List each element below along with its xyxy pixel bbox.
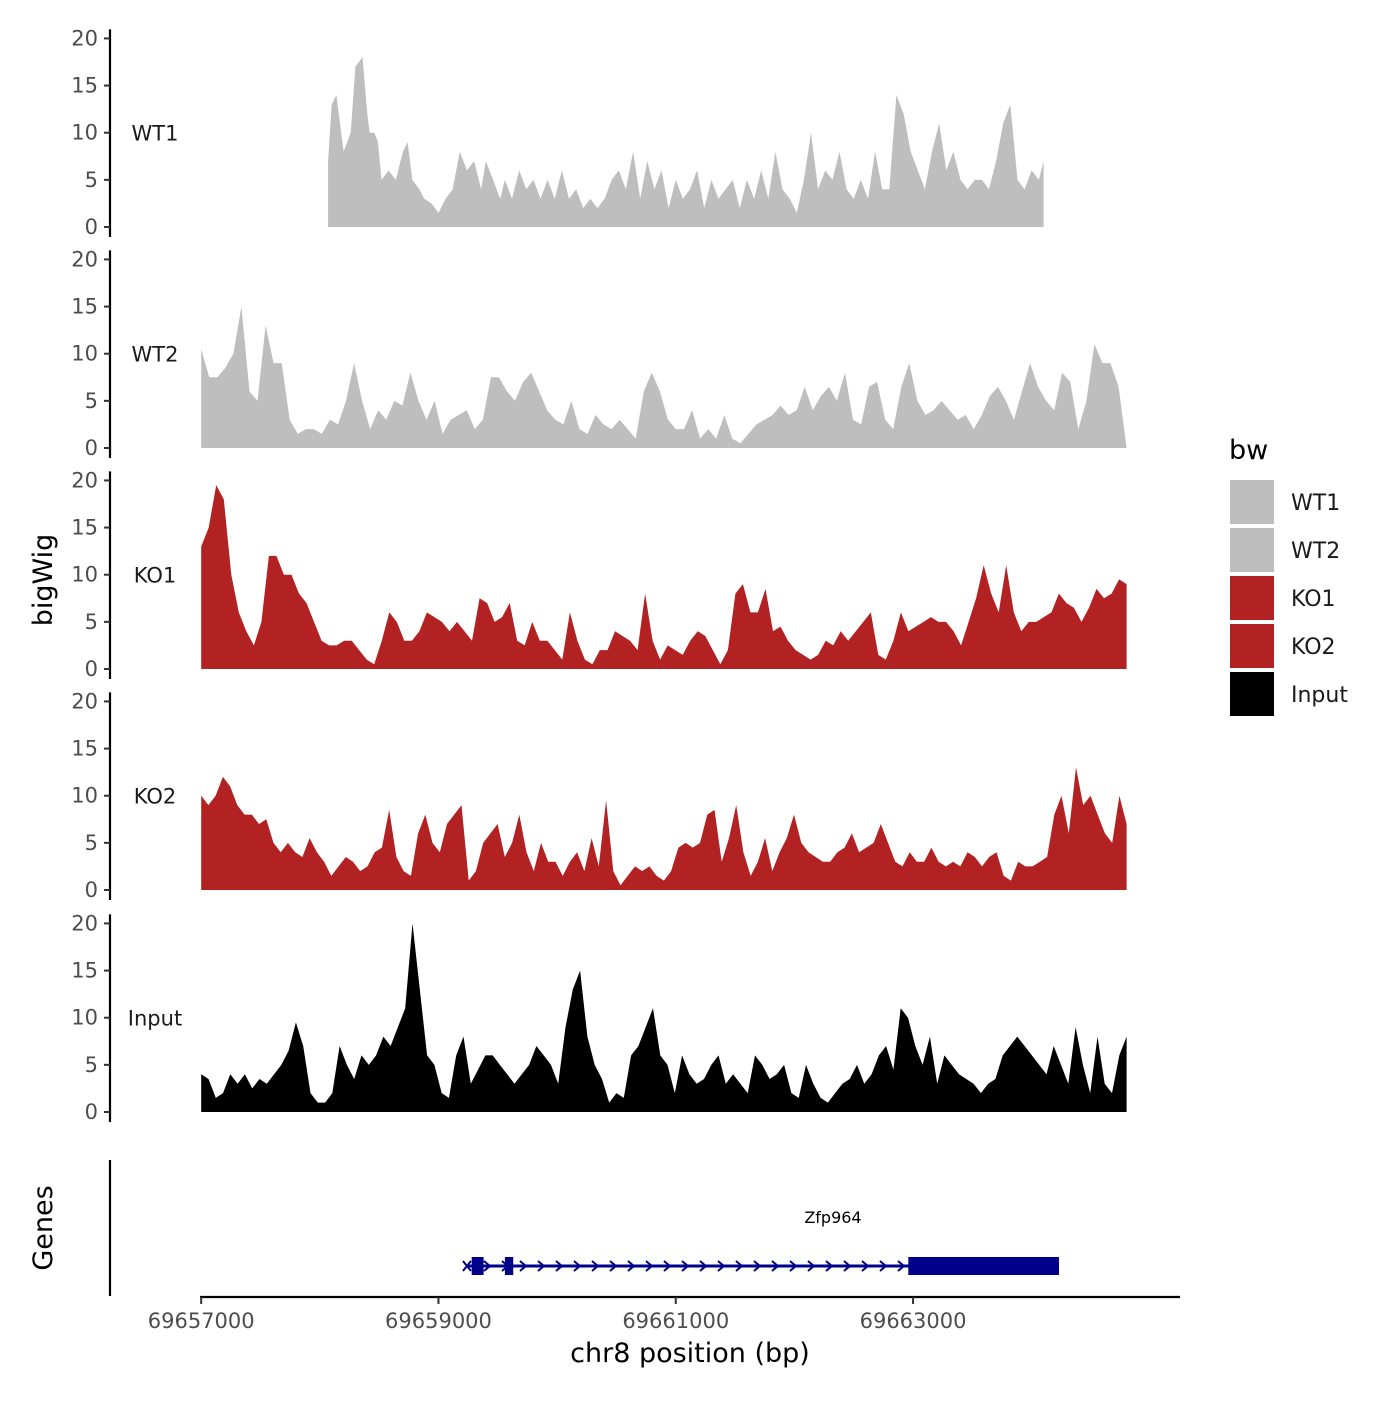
y-tick-label: 15 [71,295,98,319]
strand-arrow-icon [807,1260,816,1272]
legend-label-ko1: KO1 [1291,587,1336,612]
gene-start-marker [462,1260,472,1272]
strand-arrow-icon [591,1260,600,1272]
track-ko1: 0 5 10 15 20 KO1 [71,468,1127,681]
y-tick-label: 5 [85,1053,98,1077]
y-tick-label: 0 [85,657,98,681]
series-area-ko1 [201,485,1127,669]
strand-arrow-icon [753,1260,762,1272]
y-tick-label: 20 [71,911,98,935]
strand-arrow-icon [573,1260,582,1272]
legend-swatch-input [1228,670,1276,718]
legend-label-input: Input [1291,683,1348,708]
gene-exon [471,1257,484,1275]
gene-exon [908,1257,1059,1275]
legend-swatch-wt2 [1228,526,1276,574]
y-tick-label: 20 [71,247,98,271]
strand-arrow-icon [897,1260,906,1272]
y-tick-label: 5 [85,831,98,855]
tracks-layer: 0 5 10 15 20 WT1 0 5 10 15 20 WT2 0 5 10 15 20 KO1 0 5 10 15 2… [71,26,1127,1124]
track-ko2: 0 5 10 15 20 KO2 [71,689,1127,902]
strand-arrow-icon [735,1260,744,1272]
y-tick-label: 10 [71,342,98,366]
series-area-ko2 [201,767,1127,890]
y-tick-label: 0 [85,436,98,460]
track-wt2: 0 5 10 15 20 WT2 [71,247,1127,460]
y-tick-label: 15 [71,516,98,540]
y-tick-label: 10 [71,121,98,145]
y-axis-title: bigWig [28,534,59,627]
strand-arrow-icon [555,1260,564,1272]
legend-label-ko2: KO2 [1291,635,1336,660]
x-tick-label: 69661000 [622,1309,729,1333]
gene-name-label: Zfp964 [804,1208,861,1227]
y-tick-label: 15 [71,737,98,761]
strand-arrow-icon [519,1260,528,1272]
genes-panel-title: Genes [28,1185,59,1270]
strand-arrow-icon [537,1260,546,1272]
track-label-input: Input [128,1007,182,1031]
track-label-wt1: WT1 [132,122,179,146]
track-label-ko1: KO1 [134,564,177,588]
strand-arrow-icon [771,1260,780,1272]
legend-swatch-wt1 [1228,478,1276,526]
gene-zfp964: Zfp964 [462,1208,1059,1275]
y-tick-label: 5 [85,168,98,192]
track-label-ko2: KO2 [134,785,177,809]
y-tick-label: 0 [85,878,98,902]
series-area-input [201,923,1127,1112]
track-wt1: 0 5 10 15 20 WT1 [71,26,1044,239]
x-axis-title: chr8 position (bp) [570,1338,810,1369]
strand-arrow-icon [843,1260,852,1272]
strand-arrow-icon [609,1260,618,1272]
y-tick-label: 20 [71,26,98,50]
y-tick-label: 20 [71,468,98,492]
x-tick-label: 69659000 [385,1309,492,1333]
gene-exon [504,1257,514,1275]
y-tick-label: 10 [71,784,98,808]
strand-arrow-icon [879,1260,888,1272]
track-input: 0 5 10 15 20 Input [71,911,1127,1124]
series-area-wt1 [328,57,1044,227]
y-tick-label: 20 [71,689,98,713]
strand-arrow-icon [645,1260,654,1272]
x-axis: 69657000 69659000 69661000 69663000 [148,1295,1180,1333]
strand-arrow-icon [699,1260,708,1272]
genes-panel: Zfp964 [108,1160,1059,1296]
y-tick-label: 15 [71,74,98,98]
strand-arrow-icon [789,1260,798,1272]
y-tick-label: 15 [71,959,98,983]
series-area-wt2 [201,306,1127,448]
strand-arrow-icon [825,1260,834,1272]
y-tick-label: 10 [71,563,98,587]
legend-label-wt2: WT2 [1291,539,1340,564]
legend-swatch-ko1 [1228,574,1276,622]
y-tick-label: 10 [71,1006,98,1030]
y-tick-label: 0 [85,1100,98,1124]
legend-title: bw [1229,435,1268,466]
strand-arrow-icon [717,1260,726,1272]
legend: bw WT1 WT2 KO1 KO2 Input [1228,435,1348,718]
strand-arrow-icon [483,1260,492,1272]
track-label-wt2: WT2 [132,343,179,367]
legend-label-wt1: WT1 [1291,491,1340,516]
y-tick-label: 0 [85,215,98,239]
strand-arrow-icon [861,1260,870,1272]
legend-swatch-ko2 [1228,622,1276,670]
x-tick-label: 69663000 [860,1309,967,1333]
x-tick-label: 69657000 [148,1309,255,1333]
strand-arrow-icon [681,1260,690,1272]
y-tick-label: 5 [85,389,98,413]
strand-arrow-icon [627,1260,636,1272]
y-tick-label: 5 [85,610,98,634]
strand-arrow-icon [663,1260,672,1272]
